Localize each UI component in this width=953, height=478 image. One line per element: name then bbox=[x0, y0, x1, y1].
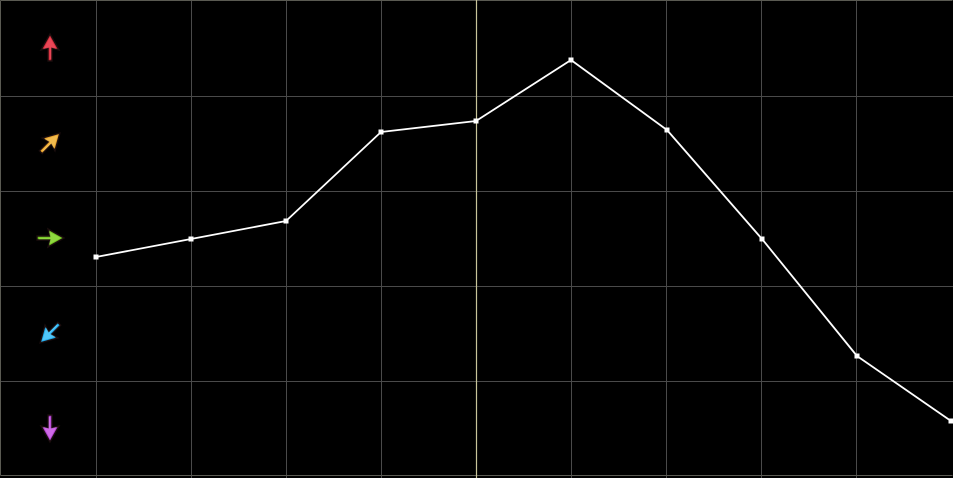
arrow-down-icon[interactable] bbox=[30, 408, 70, 448]
data-point-marker[interactable] bbox=[759, 236, 765, 242]
data-point-marker[interactable] bbox=[854, 353, 860, 359]
data-point-marker[interactable] bbox=[473, 118, 479, 124]
data-point-marker[interactable] bbox=[378, 129, 384, 135]
series-point-markers bbox=[93, 57, 953, 424]
data-point-marker[interactable] bbox=[283, 218, 289, 224]
arrow-up-icon[interactable] bbox=[30, 28, 70, 68]
data-point-marker[interactable] bbox=[568, 57, 574, 63]
data-point-marker[interactable] bbox=[664, 127, 670, 133]
arrow-up-right-icon[interactable] bbox=[30, 123, 70, 163]
arrow-right-icon[interactable] bbox=[30, 218, 70, 258]
arrow-down-left-icon[interactable] bbox=[30, 313, 70, 353]
data-point-marker[interactable] bbox=[93, 254, 99, 260]
data-point-marker[interactable] bbox=[188, 236, 194, 242]
series-polyline bbox=[95, 59, 952, 422]
data-point-marker[interactable] bbox=[948, 418, 953, 424]
